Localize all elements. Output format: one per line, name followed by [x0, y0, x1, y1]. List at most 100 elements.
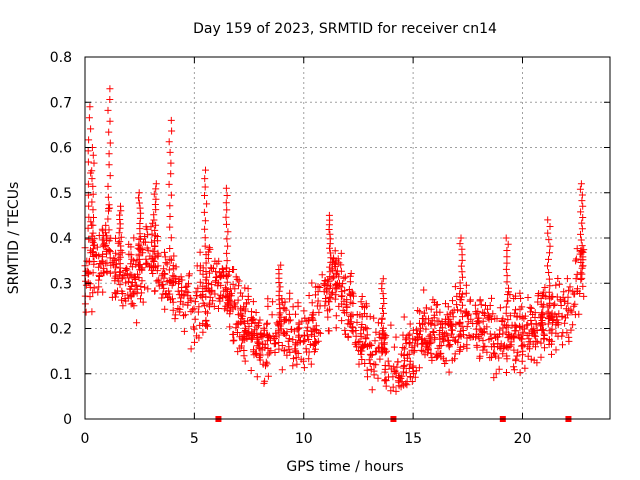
data-point — [579, 253, 587, 261]
data-point — [499, 330, 507, 338]
data-point — [464, 311, 472, 319]
data-point — [563, 275, 571, 283]
data-point — [335, 259, 343, 267]
data-point — [498, 317, 506, 325]
y-axis: 0 0.1 0.2 0.3 0.4 0.5 0.6 0.7 0.8 — [50, 50, 610, 428]
data-point — [504, 316, 512, 324]
data-point — [372, 361, 380, 369]
data-point — [169, 298, 177, 306]
data-point — [166, 245, 174, 252]
data-point — [512, 357, 520, 365]
data-point — [84, 158, 92, 166]
data-point — [111, 289, 119, 297]
data-point — [202, 293, 210, 301]
data-point — [326, 244, 333, 252]
data-point — [242, 328, 250, 336]
data-point — [484, 305, 491, 313]
y-tick-label: 0.1 — [50, 367, 72, 383]
data-point — [244, 285, 252, 293]
data-point — [295, 333, 302, 341]
data-point — [504, 291, 512, 298]
data-point — [286, 316, 294, 324]
data-point — [308, 279, 316, 287]
data-point — [545, 275, 553, 283]
data-point — [409, 326, 417, 334]
data-point — [506, 312, 514, 320]
data-point — [580, 292, 588, 300]
data-point — [360, 342, 368, 350]
data-point — [509, 333, 517, 341]
data-point — [196, 278, 204, 286]
data-point — [563, 329, 571, 337]
data-point — [429, 328, 437, 336]
data-point — [339, 280, 347, 288]
data-point — [202, 276, 210, 284]
data-point — [416, 308, 424, 316]
data-point — [446, 321, 454, 329]
data-point — [299, 338, 307, 346]
data-point — [372, 328, 380, 336]
data-point — [152, 195, 160, 203]
data-point — [206, 269, 213, 277]
data-point — [457, 234, 465, 242]
data-point — [502, 303, 510, 311]
data-point — [165, 277, 173, 284]
data-point — [127, 300, 135, 308]
data-point — [406, 373, 414, 380]
data-point — [305, 292, 313, 299]
data-point — [527, 355, 535, 363]
data-point — [420, 286, 428, 294]
data-point — [316, 329, 324, 337]
data-point — [202, 308, 209, 316]
data-point — [142, 255, 150, 263]
data-point — [253, 323, 261, 331]
data-point — [555, 280, 563, 288]
data-point — [418, 335, 426, 343]
data-point — [135, 240, 143, 248]
data-point — [161, 290, 169, 298]
data-point — [427, 305, 435, 313]
data-point — [506, 342, 514, 350]
data-point — [400, 381, 408, 389]
data-point — [523, 332, 531, 339]
data-point — [372, 348, 380, 356]
data-point — [187, 308, 195, 316]
data-point — [241, 324, 249, 332]
data-point — [389, 383, 397, 391]
data-point — [516, 334, 524, 342]
data-point — [510, 363, 518, 371]
data-point — [411, 335, 419, 343]
data-point — [424, 346, 432, 354]
data-point — [212, 274, 220, 281]
data-point — [210, 264, 217, 272]
data-point — [473, 343, 481, 351]
data-point — [310, 348, 318, 356]
data-point — [503, 247, 511, 254]
data-point — [275, 266, 283, 273]
data-point — [278, 342, 286, 349]
data-point — [519, 328, 527, 336]
data-point — [371, 337, 379, 345]
data-point — [529, 311, 537, 318]
data-point — [203, 309, 211, 317]
data-point — [97, 260, 105, 268]
data-point — [476, 352, 484, 360]
data-point — [533, 338, 541, 346]
data-point — [417, 324, 425, 332]
data-point — [387, 365, 395, 373]
data-point — [89, 245, 97, 253]
data-point — [89, 151, 97, 159]
data-point — [200, 208, 208, 216]
data-point — [224, 242, 232, 250]
data-point — [560, 288, 568, 296]
data-point — [143, 244, 151, 252]
data-point — [221, 284, 229, 292]
data-point — [99, 241, 107, 249]
data-point — [201, 234, 209, 242]
y-tick-label: 0.2 — [50, 322, 72, 338]
data-point — [503, 369, 510, 376]
data-point — [325, 211, 333, 219]
data-point — [262, 362, 269, 370]
data-point — [364, 373, 371, 381]
data-point — [289, 303, 297, 311]
